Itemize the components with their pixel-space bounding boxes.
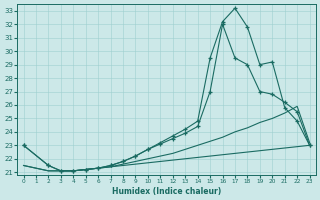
X-axis label: Humidex (Indice chaleur): Humidex (Indice chaleur) [112, 187, 221, 196]
